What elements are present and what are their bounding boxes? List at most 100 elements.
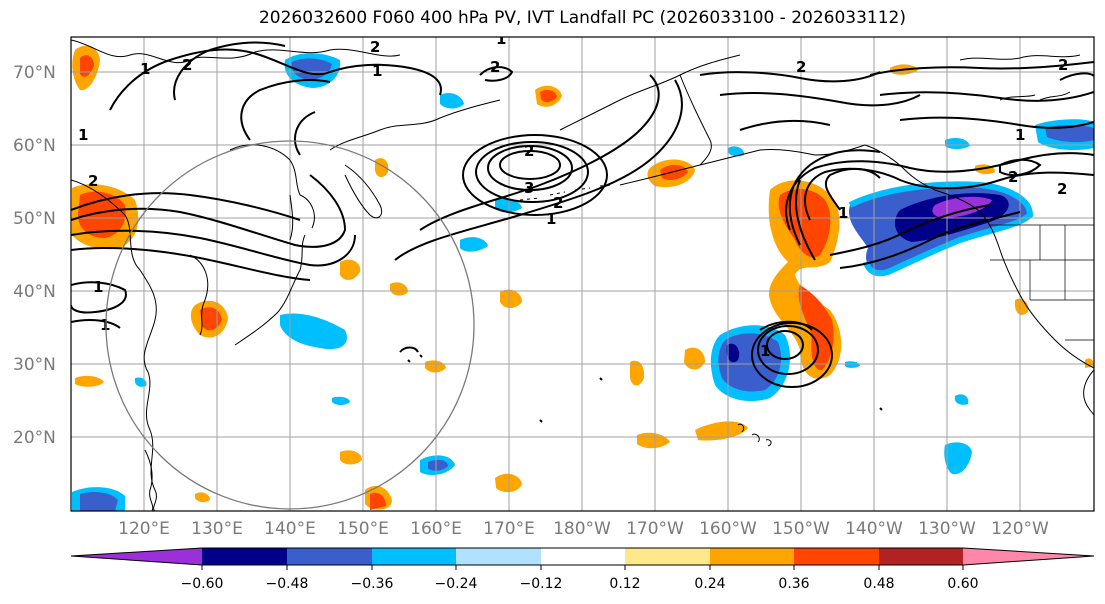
lat-label: 30°N <box>13 355 56 375</box>
negative-anomaly <box>945 138 970 149</box>
colorbar: −0.60 −0.48 −0.36 −0.24 −0.12 0.12 0.24 … <box>70 547 1095 592</box>
pv-contour <box>824 167 881 211</box>
contour-labels: 1 2 1 2 2 2 2 2 1 2 2 3 2 1 1 2 1 1 1 1 … <box>78 30 1068 360</box>
pv-contour <box>71 229 356 267</box>
contour-label: 2 <box>88 172 98 190</box>
pv-contour <box>462 134 608 216</box>
lon-label: 160°W <box>699 519 757 539</box>
pv-contour <box>294 111 316 156</box>
positive-anomaly <box>195 492 210 503</box>
coastline-hawaii <box>737 423 772 447</box>
contour-label: 1 <box>78 126 88 144</box>
lat-label: 40°N <box>13 282 56 302</box>
coastline-okhotsk <box>229 144 301 196</box>
contour-label: 1 <box>838 204 848 222</box>
pv-contour <box>899 116 1094 129</box>
positive-anomaly <box>630 360 645 386</box>
positive-anomaly <box>1085 358 1094 368</box>
lon-label: 140°E <box>264 519 316 539</box>
colorbar-swatch <box>541 548 625 565</box>
pv-contour <box>804 167 1094 221</box>
colorbar-tick-label: −0.24 <box>435 576 478 592</box>
positive-anomaly <box>660 164 688 180</box>
positive-anomaly <box>695 421 748 441</box>
state-borders <box>990 224 1094 341</box>
contour-label: 3 <box>524 179 534 197</box>
lon-label: 130°E <box>191 519 243 539</box>
pv-contour <box>71 319 121 329</box>
colorbar-tick-label: 0.60 <box>947 576 978 592</box>
positive-anomaly <box>540 89 557 103</box>
negative-anomaly <box>726 343 740 363</box>
negative-anomaly <box>80 492 118 511</box>
negative-anomaly <box>955 394 969 405</box>
coastline-asia <box>189 254 209 336</box>
colorbar-swatch <box>794 548 879 565</box>
negative-anomaly <box>728 146 745 157</box>
lon-label: 120°E <box>118 519 170 539</box>
longitude-labels: 120°E 130°E 140°E 150°E 160°E 170°E 180°… <box>118 519 1049 539</box>
pv-contour <box>479 66 514 82</box>
pv-contour <box>419 74 660 231</box>
negative-anomaly <box>845 361 860 368</box>
islands <box>407 354 883 423</box>
colorbar-tick-label: −0.36 <box>351 576 394 592</box>
pv-contour <box>71 174 347 248</box>
pv-contour <box>71 281 127 314</box>
map-title: 2026032600 F060 400 hPa PV, IVT Landfall… <box>258 8 906 28</box>
map-frame <box>70 36 1095 512</box>
negative-anomaly <box>332 396 350 405</box>
pv-contour <box>794 179 816 261</box>
shaded-field <box>72 45 1094 511</box>
pv-contours <box>71 41 1094 388</box>
colorbar-tick-label: 0.36 <box>778 576 809 592</box>
coastline-north-america <box>864 144 1094 369</box>
pv-contour <box>475 141 589 203</box>
positive-anomaly <box>75 375 104 387</box>
pv-contour <box>719 92 921 107</box>
lon-label: 160°E <box>410 519 462 539</box>
colorbar-tick-label: 0.12 <box>609 576 640 592</box>
pv-contour <box>766 330 804 360</box>
coastline-north-america <box>1083 369 1094 416</box>
pv-contour <box>699 71 881 83</box>
lon-label: 150°W <box>772 519 830 539</box>
positive-anomaly <box>340 450 362 465</box>
pv-contour <box>240 79 331 141</box>
negative-anomaly <box>440 93 464 109</box>
positive-anomaly <box>80 55 94 77</box>
contour-label: 2 <box>524 142 534 160</box>
pv-contour <box>829 204 991 256</box>
pv-contour <box>399 346 419 353</box>
colorbar-tick-label: −0.12 <box>520 576 563 592</box>
colorbar-swatch <box>963 548 1094 565</box>
contour-label: 1 <box>100 316 110 334</box>
contour-label: 2 <box>796 58 806 76</box>
pv-contour <box>71 247 311 281</box>
lon-label: 180°W <box>553 519 611 539</box>
contour-label: 2 <box>370 38 380 56</box>
colorbar-ticks <box>201 565 964 570</box>
negative-anomaly <box>460 237 488 252</box>
lon-label: 170°E <box>483 519 535 539</box>
pv-contour <box>487 145 573 191</box>
lon-label: 130°W <box>918 519 976 539</box>
negative-anomaly <box>428 459 448 471</box>
pv-contour <box>751 322 833 388</box>
contour-label: 1 <box>760 342 770 360</box>
landfall-radius-circle <box>105 140 475 510</box>
contour-label: 1 <box>496 30 506 48</box>
lon-label: 120°W <box>991 519 1049 539</box>
negative-anomaly <box>1045 125 1094 143</box>
coastline-japan <box>299 194 315 229</box>
contour-label: 1 <box>546 210 556 228</box>
positive-anomaly <box>778 188 831 258</box>
pv-contour <box>757 325 819 375</box>
contour-label: 1 <box>93 278 103 296</box>
positive-anomaly <box>370 492 386 510</box>
coastline-siberia <box>329 99 501 151</box>
aleutian-islands <box>519 184 613 201</box>
colorbar-swatch <box>372 548 456 565</box>
colorbar-swatch <box>625 548 710 565</box>
pv-contour <box>879 91 1094 102</box>
